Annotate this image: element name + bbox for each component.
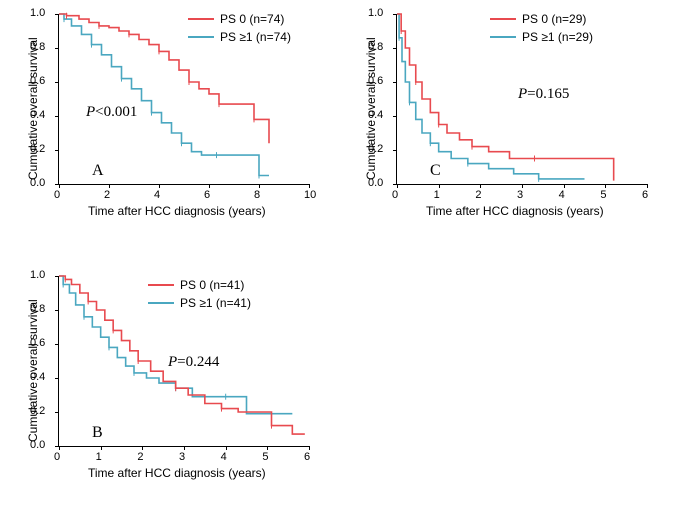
xtick: 8 [254,189,260,201]
ytick: 1.0 [368,7,383,19]
y-axis-label: Cumulative overall survival [364,37,378,180]
legend: PS 0 (n=74) PS ≥1 (n=74) [188,12,291,48]
p-value: P<0.001 [86,104,137,121]
legend-label: PS ≥1 (n=41) [180,296,251,310]
xtick: 5 [262,451,268,463]
legend-label: PS ≥1 (n=74) [220,30,291,44]
xtick: 0 [392,189,398,201]
p-value: P=0.244 [168,354,219,371]
xtick: 6 [204,189,210,201]
xtick: 1 [96,451,102,463]
legend-item: PS ≥1 (n=29) [490,30,593,44]
legend: PS 0 (n=29) PS ≥1 (n=29) [490,12,593,48]
xtick: 3 [517,189,523,201]
legend-swatch [148,302,174,304]
xtick: 2 [475,189,481,201]
x-axis-label: Time after HCC diagnosis (years) [88,204,266,218]
ytick: 1.0 [30,269,45,281]
legend-item: PS ≥1 (n=74) [188,30,291,44]
legend-item: PS 0 (n=74) [188,12,291,26]
p-value: P=0.165 [518,86,569,103]
x-axis-label: Time after HCC diagnosis (years) [426,204,604,218]
legend-label: PS ≥1 (n=29) [522,30,593,44]
legend-swatch [188,36,214,38]
legend-label: PS 0 (n=41) [180,278,244,292]
legend-item: PS 0 (n=41) [148,278,251,292]
panel-C: 0.00.20.40.60.81.00123456Cumulative over… [350,4,676,238]
xtick: 3 [179,451,185,463]
xtick: 1 [434,189,440,201]
panel-letter: A [92,162,104,180]
xtick: 5 [600,189,606,201]
legend: PS 0 (n=41) PS ≥1 (n=41) [148,278,251,314]
y-axis-label: Cumulative overall survival [26,299,40,442]
xtick: 2 [104,189,110,201]
xtick: 6 [642,189,648,201]
legend-swatch [188,18,214,20]
panel-B: 0.00.20.40.60.81.00123456Cumulative over… [8,266,338,500]
legend-item: PS 0 (n=29) [490,12,593,26]
ytick: 1.0 [30,7,45,19]
xtick: 10 [304,189,316,201]
legend-label: PS 0 (n=29) [522,12,586,26]
panel-A: 0.00.20.40.60.81.00246810Cumulative over… [8,4,338,238]
xtick: 4 [154,189,160,201]
legend-swatch [490,36,516,38]
xtick: 0 [54,189,60,201]
panel-letter: B [92,424,103,442]
legend-swatch [148,284,174,286]
panel-letter: C [430,162,441,180]
legend-item: PS ≥1 (n=41) [148,296,251,310]
xtick: 4 [221,451,227,463]
x-axis-label: Time after HCC diagnosis (years) [88,466,266,480]
xtick: 6 [304,451,310,463]
legend-swatch [490,18,516,20]
legend-label: PS 0 (n=74) [220,12,284,26]
xtick: 4 [559,189,565,201]
xtick: 2 [137,451,143,463]
y-axis-label: Cumulative overall survival [26,37,40,180]
xtick: 0 [54,451,60,463]
